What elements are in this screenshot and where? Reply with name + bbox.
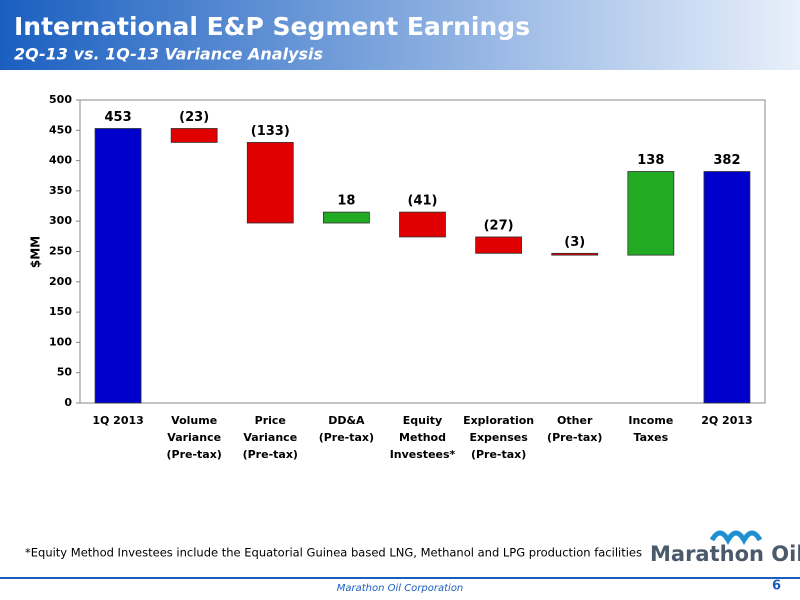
y-axis-label: $MM xyxy=(29,236,43,268)
bar xyxy=(94,128,142,404)
footnote: *Equity Method Investees include the Equ… xyxy=(25,546,642,560)
x-tick-label: 2Q 2013 xyxy=(701,414,752,427)
logo: Marathon Oil xyxy=(650,530,800,566)
logo-text: Marathon Oil xyxy=(650,542,800,566)
bar xyxy=(170,128,218,143)
x-tick-label: Equity Method Investees* xyxy=(390,414,456,461)
value-label: (3) xyxy=(564,235,585,250)
y-tick-label: 250 xyxy=(49,245,72,258)
x-tick-label: DD&A (Pre-tax) xyxy=(319,414,374,444)
x-tick-label: Volume Variance (Pre-tax) xyxy=(166,414,221,461)
slide-title: International E&P Segment Earnings xyxy=(14,12,530,41)
x-tick-label: Exploration Expenses (Pre-tax) xyxy=(463,414,534,461)
value-label: (23) xyxy=(179,110,209,125)
bar xyxy=(322,211,370,224)
y-tick-label: 350 xyxy=(49,184,72,197)
bar xyxy=(475,236,523,254)
value-label: 453 xyxy=(104,110,131,125)
x-tick-label: 1Q 2013 xyxy=(92,414,143,427)
value-label: (27) xyxy=(484,218,514,233)
y-tick-label: 50 xyxy=(57,366,73,379)
slide-subtitle: 2Q-13 vs. 1Q-13 Variance Analysis xyxy=(14,45,323,64)
y-tick-label: 500 xyxy=(49,93,72,106)
value-label: (133) xyxy=(251,124,290,139)
y-tick-label: 200 xyxy=(49,275,72,288)
y-tick-label: 300 xyxy=(49,214,72,227)
x-tick-label: Other (Pre-tax) xyxy=(547,414,602,444)
y-tick-label: 0 xyxy=(64,396,72,409)
value-label: 138 xyxy=(637,153,664,168)
bar xyxy=(399,211,446,238)
bar xyxy=(627,171,675,256)
bar xyxy=(246,142,294,224)
value-label: 18 xyxy=(337,194,355,209)
y-tick-label: 150 xyxy=(49,305,72,318)
x-tick-label: Income Taxes xyxy=(628,414,673,444)
x-tick-label: Price Variance (Pre-tax) xyxy=(243,414,298,461)
y-tick-label: 450 xyxy=(49,123,72,136)
bar xyxy=(551,252,599,256)
y-tick-label: 400 xyxy=(49,154,72,167)
header-bar xyxy=(0,0,800,70)
y-tick-label: 100 xyxy=(49,335,72,348)
value-label: (41) xyxy=(408,194,438,209)
bar xyxy=(703,171,751,404)
value-label: 382 xyxy=(713,153,740,168)
page-number: 6 xyxy=(772,579,781,594)
footer-text: Marathon Oil Corporation xyxy=(337,583,464,594)
